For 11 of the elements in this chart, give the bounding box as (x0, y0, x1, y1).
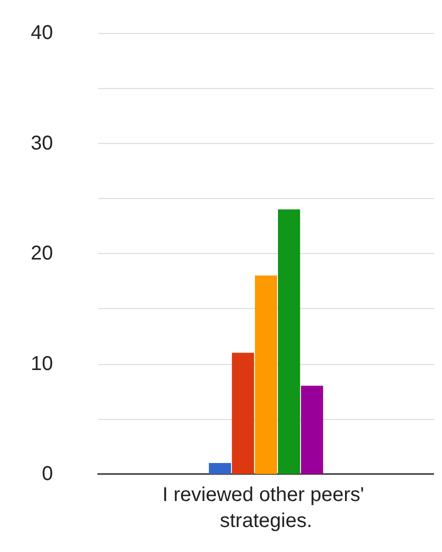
bar (232, 352, 254, 474)
x-tick-label: I reviewed other peers' strategies. (162, 484, 370, 532)
y-tick-label: 30 (30, 132, 53, 154)
y-tick-label: 0 (42, 463, 53, 485)
bar (278, 209, 300, 474)
y-tick-label: 40 (30, 22, 53, 44)
bar (208, 462, 232, 474)
y-tick-label: 10 (30, 352, 53, 375)
bar (254, 276, 278, 474)
bar (300, 386, 324, 474)
y-tick-label: 20 (30, 242, 53, 264)
